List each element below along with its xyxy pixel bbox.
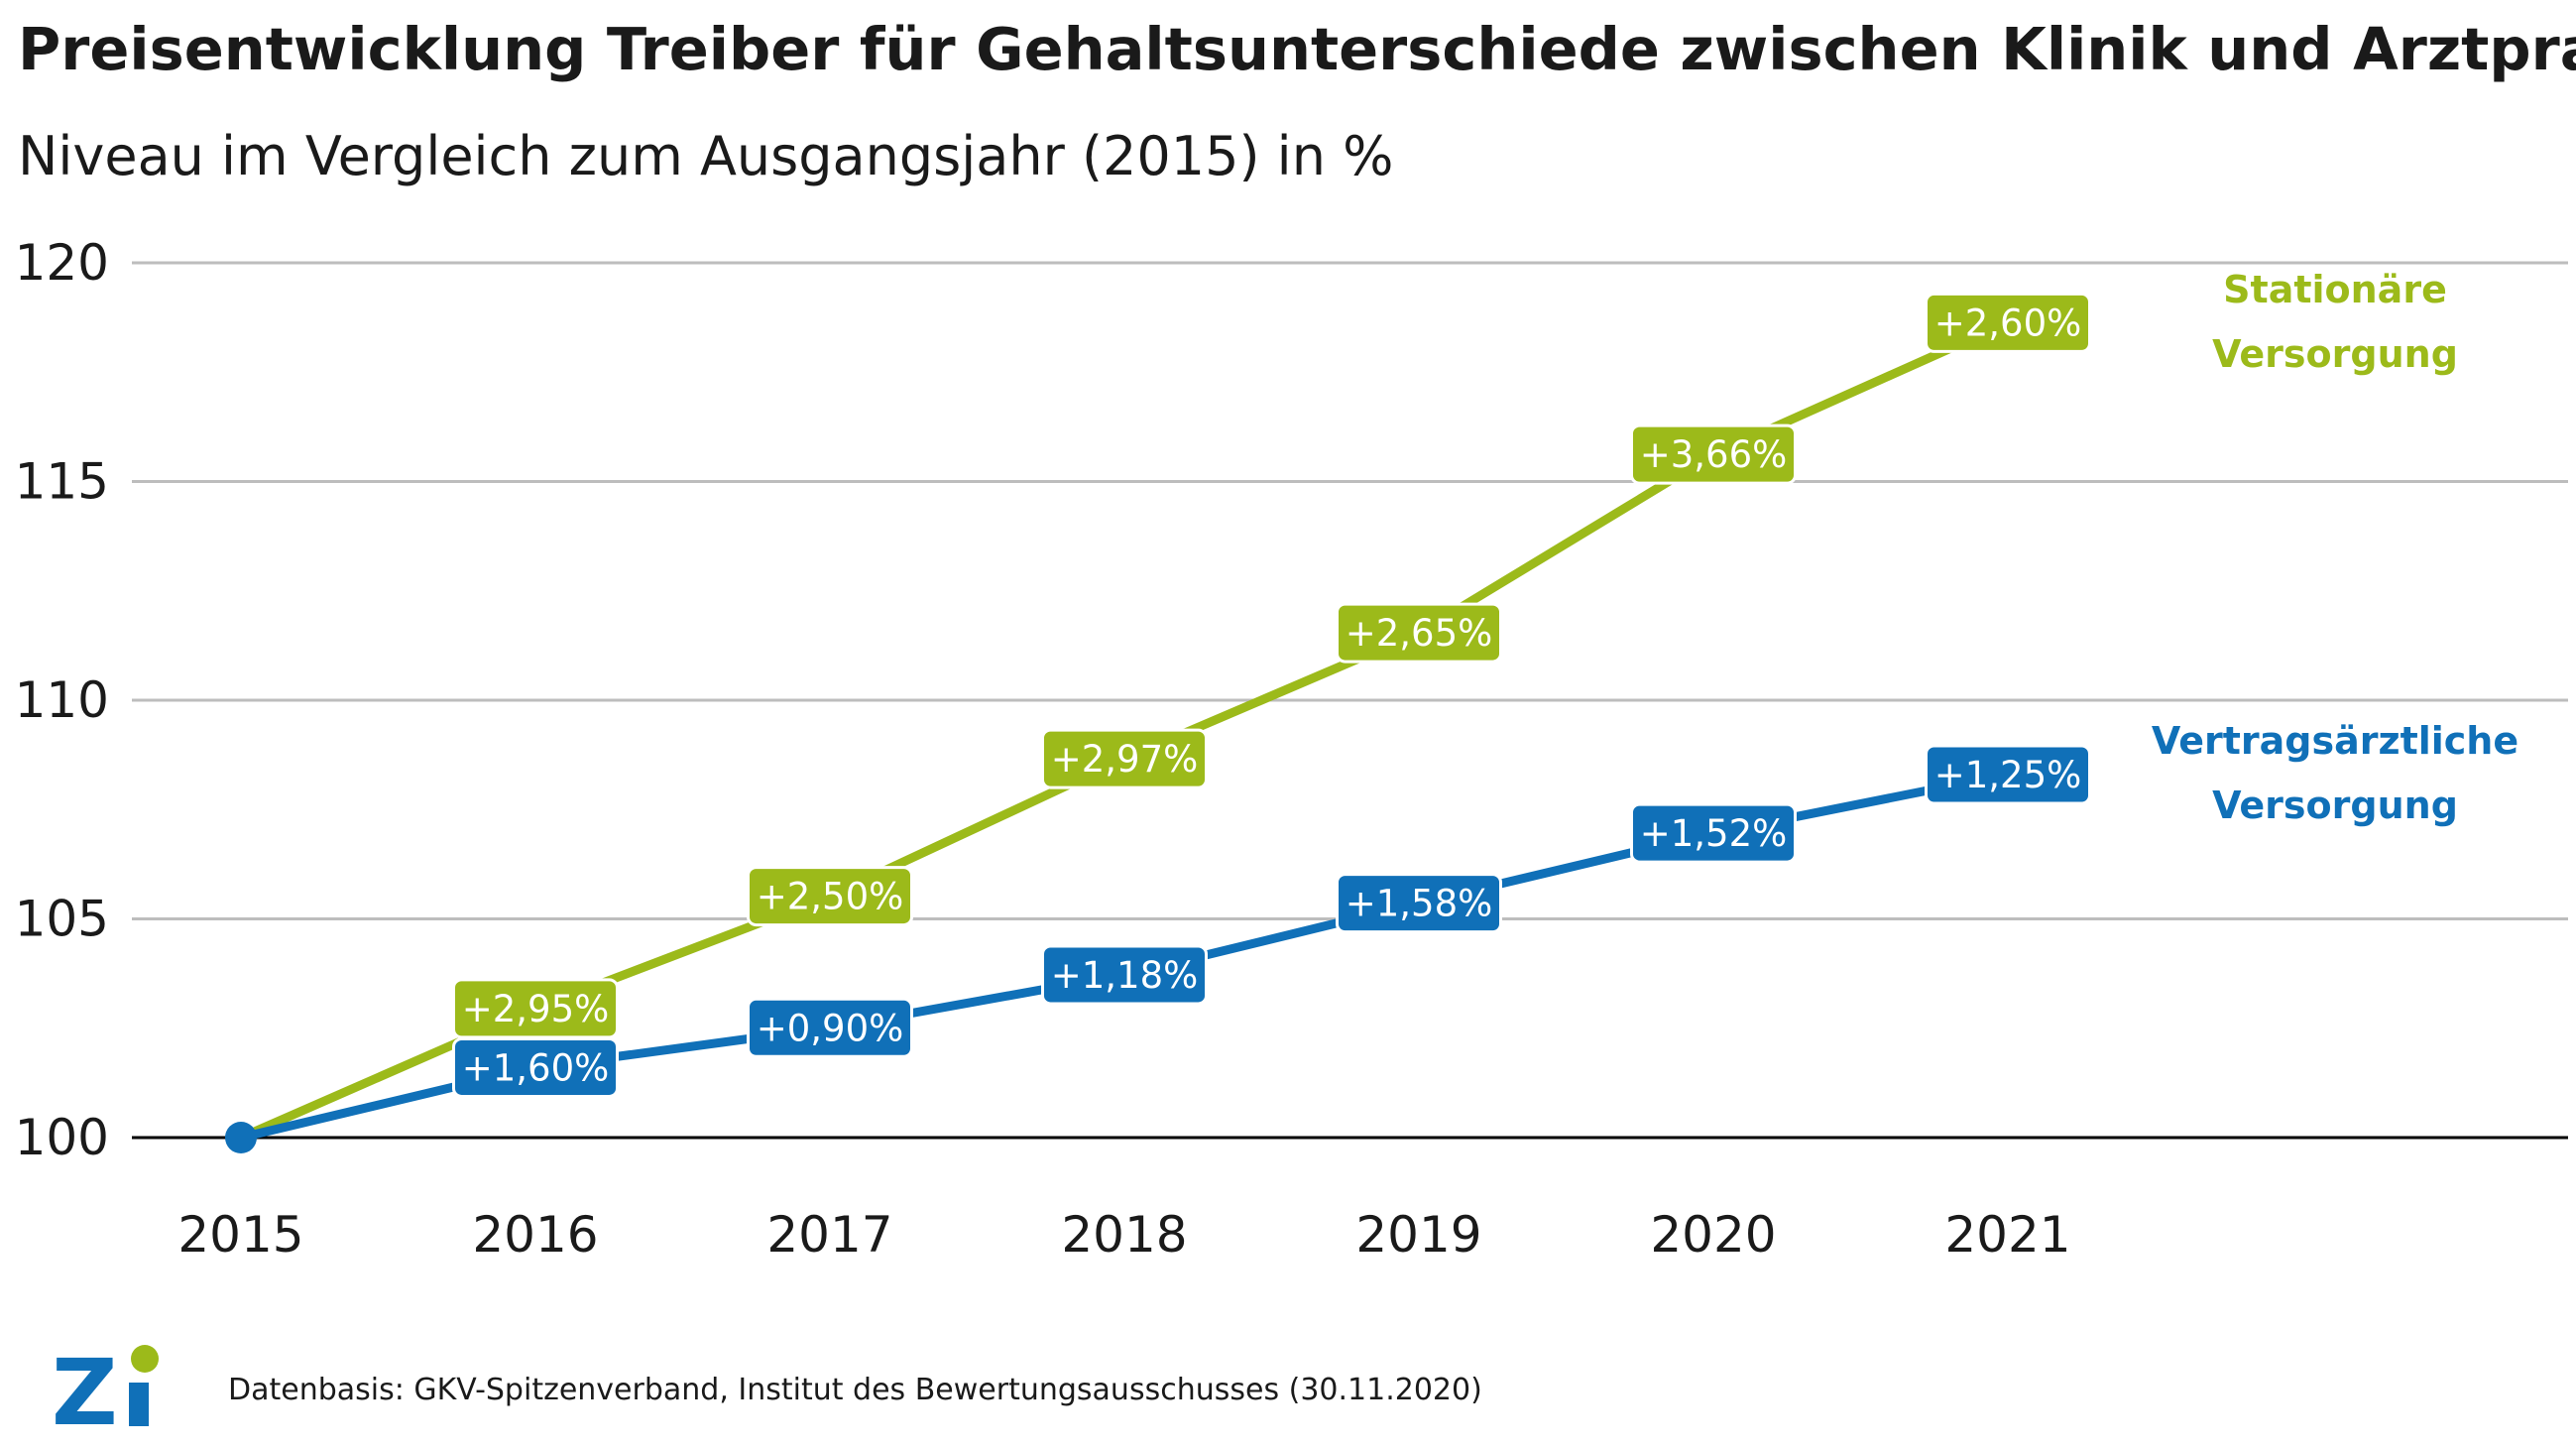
data-labels: +2,95% +2,50% +2,97% +2,65% +3,66% +2,60% +1,6… (452, 292, 2091, 1098)
data-label-pill: +1,60% (452, 1036, 619, 1098)
data-label: +3,66% (1640, 433, 1788, 476)
start-point (225, 1122, 257, 1153)
y-tick-label: 115 (15, 453, 109, 511)
x-tick-label: 2015 (177, 1206, 303, 1264)
data-label-pill: +2,60% (1925, 292, 2091, 353)
data-label: +2,95% (462, 988, 610, 1030)
data-label: +2,50% (757, 876, 904, 918)
data-label-box (1630, 802, 1797, 864)
x-tick-label: 2019 (1355, 1206, 1481, 1264)
data-label-box (747, 997, 913, 1058)
data-label: +2,65% (1346, 612, 1493, 655)
data-label: +1,18% (1051, 954, 1199, 997)
zi-logo-icon: Z (52, 1340, 159, 1433)
x-tick-label: 2020 (1650, 1206, 1776, 1264)
chart-subtitle: Niveau im Vergleich zum Ausgangsjahr (20… (18, 125, 1394, 187)
data-label-box (452, 978, 619, 1039)
data-label: +1,25% (1934, 754, 2082, 796)
data-label-box (1925, 744, 2091, 805)
data-label-pill: +1,18% (1041, 944, 1208, 1006)
data-label: +2,60% (1934, 302, 2082, 344)
data-label-box (747, 866, 913, 927)
x-tick-label: 2017 (766, 1206, 892, 1264)
source-note: Datenbasis: GKV-Spitzenverband, Institut… (228, 1373, 1482, 1407)
data-label-box (1041, 728, 1208, 789)
y-tick-label: 100 (15, 1109, 109, 1166)
grid-lines (132, 261, 2568, 1140)
svg-text:Z: Z (52, 1340, 118, 1433)
data-label-box (1336, 873, 1502, 934)
data-label-pill: +2,50% (747, 866, 913, 927)
data-label-pill: +3,66% (1630, 423, 1797, 485)
data-label-box (452, 1036, 619, 1098)
y-tick-label: 120 (15, 234, 109, 292)
data-label: +1,58% (1346, 883, 1493, 925)
series-label: Versorgung (2212, 332, 2458, 376)
x-tick-label: 2018 (1061, 1206, 1187, 1264)
data-label-pill: +1,52% (1630, 802, 1797, 864)
data-label-box (1925, 292, 2091, 353)
series-label: Vertragsärztliche (2152, 719, 2518, 763)
data-label-box (1336, 602, 1502, 664)
data-label-pill: +2,95% (452, 978, 619, 1039)
data-label: +1,60% (462, 1046, 610, 1089)
y-tick-label: 110 (15, 671, 109, 729)
series-label: Stationäre (2223, 268, 2447, 311)
series-labels: Stationäre Versorgung Vertragsärztliche Ver… (2152, 268, 2518, 827)
data-label-pill: +1,58% (1336, 873, 1502, 934)
data-label-pill: +1,25% (1925, 744, 2091, 805)
data-label: +2,97% (1051, 738, 1199, 781)
x-axis-ticks: 2015 2016 2017 2018 2019 2020 2021 (177, 1206, 2070, 1264)
data-label: +1,52% (1640, 812, 1788, 855)
data-label-pill: +2,65% (1336, 602, 1502, 664)
data-label-pill: +0,90% (747, 997, 913, 1058)
y-tick-label: 105 (15, 891, 109, 948)
x-tick-label: 2016 (472, 1206, 598, 1264)
data-label-box (1630, 423, 1797, 485)
x-tick-label: 2021 (1944, 1206, 2070, 1264)
data-label: +0,90% (757, 1007, 904, 1049)
y-axis-ticks: 100 105 110 115 120 (15, 234, 109, 1166)
line-chart: 100 105 110 115 120 2015 2016 2017 2018 2019 2020… (15, 234, 2568, 1264)
chart-title: Preisentwicklung Treiber für Gehaltsunte… (18, 15, 2576, 83)
data-label-pill: +2,97% (1041, 728, 1208, 789)
series-label: Versorgung (2212, 784, 2458, 827)
data-label-box (1041, 944, 1208, 1006)
